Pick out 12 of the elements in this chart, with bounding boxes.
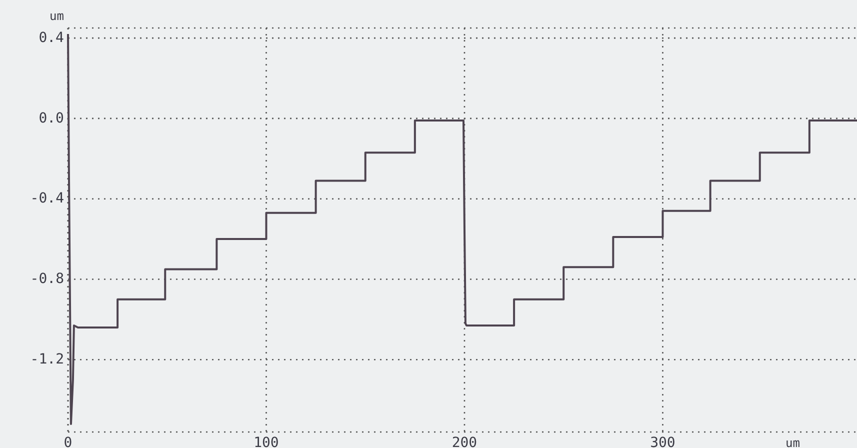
y-axis-title: um bbox=[50, 9, 64, 23]
line-series bbox=[67, 33, 857, 425]
x-axis-title: um bbox=[785, 436, 800, 448]
x-tick-label: 200 bbox=[452, 435, 478, 448]
x-tick-label: 100 bbox=[254, 435, 279, 448]
y-tick-label: -0.4 bbox=[30, 190, 64, 207]
y-tick-label: -1.2 bbox=[30, 351, 64, 368]
y-tick-label: 0.4 bbox=[38, 30, 64, 46]
x-tick-label: 0 bbox=[64, 435, 72, 448]
x-tick-label: 300 bbox=[650, 435, 676, 448]
y-tick-label: -0.8 bbox=[30, 271, 64, 288]
y-tick-label: 0.0 bbox=[38, 110, 64, 126]
